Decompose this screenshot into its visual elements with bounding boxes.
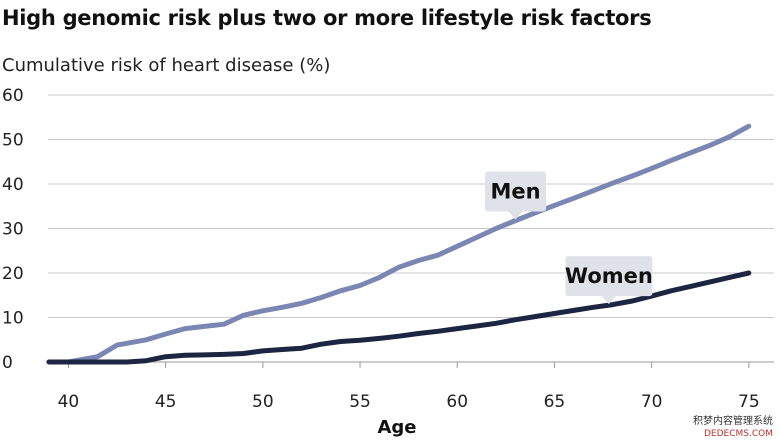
watermark-line-1: 积梦内容管理系统 [693, 416, 773, 427]
y-tick-label: 60 [2, 86, 24, 106]
series-line-women [46, 270, 752, 365]
x-tick-label: 40 [58, 392, 80, 412]
chart-title: High genomic risk plus two or more lifes… [2, 6, 652, 30]
y-tick-label: 30 [2, 220, 24, 240]
x-tick-label: 55 [349, 392, 371, 412]
callout-label-women: Women [565, 264, 653, 288]
y-tick-label: 0 [2, 353, 13, 373]
x-tick-label: 50 [252, 392, 274, 412]
callout-pointer-women [601, 296, 616, 305]
y-tick-label: 40 [2, 175, 24, 195]
y-tick-label: 10 [2, 309, 24, 329]
x-tick-label: 60 [446, 392, 468, 412]
watermark-line-2: DEDECMS.COM [704, 429, 773, 439]
y-tick-label: 50 [2, 131, 24, 151]
x-tick-label: 70 [641, 392, 663, 412]
series-line-men [46, 123, 752, 365]
x-tick-label: 45 [155, 392, 177, 412]
x-tick-label: 65 [544, 392, 566, 412]
y-tick-label: 20 [2, 264, 24, 284]
y-axis-label: Cumulative risk of heart disease (%) [2, 55, 331, 76]
watermark: 积梦内容管理系统 DEDECMS.COM [690, 415, 776, 441]
callout-label-men: Men [491, 179, 541, 203]
x-tick-label: 75 [738, 392, 760, 412]
callout-box-men [485, 171, 547, 212]
callout-box-women [565, 256, 653, 297]
x-axis-label: Age [377, 417, 416, 438]
callout-pointer-men [508, 211, 523, 220]
